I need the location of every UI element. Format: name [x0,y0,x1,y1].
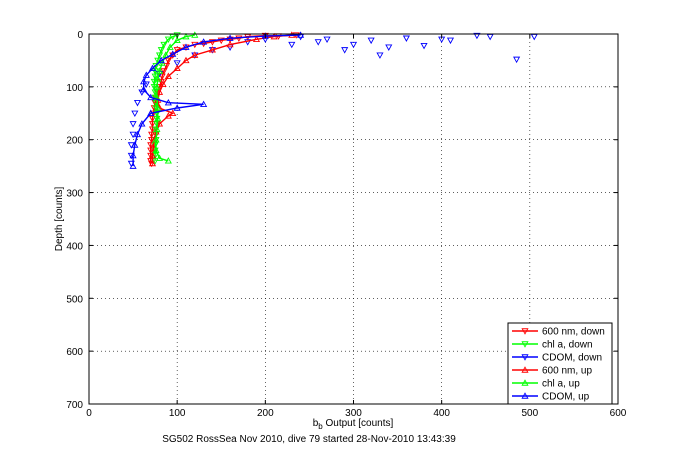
x-tick-label: 0 [86,408,92,419]
legend-label: 600 nm, up [542,366,592,377]
chart-svg: 0 100 200 300 400 500 600010020030040050060070… [0,0,681,454]
legend: 600 nm, down chl a, down CDOM, down 600 nm,… [508,323,612,404]
x-tick-label: 600 [610,408,627,419]
x-tick-label: 500 [521,408,538,419]
y-tick-label: 400 [66,241,83,252]
y-tick-label: 0 [77,30,83,41]
y-tick-label: 700 [66,400,83,411]
x-axis-label: bb Output [counts] [313,418,394,431]
y-tick-label: 500 [66,294,83,305]
x-tick-label: 200 [257,408,274,419]
figure-caption: SG502 RossSea Nov 2010, dive 79 started … [162,434,456,445]
legend-label: CDOM, down [542,353,602,364]
y-tick-label: 100 [66,83,83,94]
y-axis-label: Depth [counts] [54,187,65,252]
y-tick-label: 600 [66,347,83,358]
chart-figure: 0 100 200 300 400 500 600 0 100 200 300 400 500 600 70… [0,0,681,454]
legend-label: chl a, up [542,379,580,390]
x-tick-label: 400 [433,408,450,419]
y-tick-label: 200 [66,136,83,147]
legend-label: CDOM, up [542,392,590,403]
legend-label: chl a, down [542,340,593,351]
y-tick-label: 300 [66,189,83,200]
x-tick-label: 100 [169,408,186,419]
legend-label: 600 nm, down [542,327,605,338]
